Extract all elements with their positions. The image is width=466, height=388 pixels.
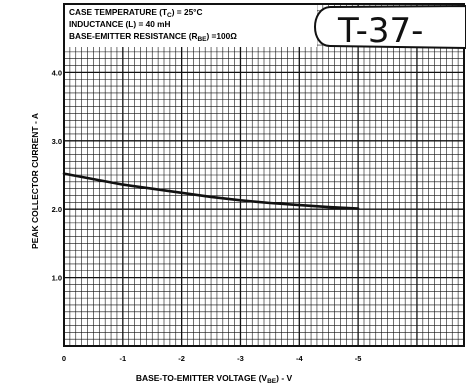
condition-text: BASE-EMITTER RESISTANCE (RBE) =100Ω (69, 31, 237, 43)
y-tick-label: 3.0 (52, 137, 62, 146)
plot-frame (63, 3, 465, 347)
y-axis-label: PEAK COLLECTOR CURRENT - A (30, 113, 40, 249)
condition-text: CASE TEMPERATURE (TC) = 25°C (69, 7, 203, 19)
x-tick-label: -2 (178, 354, 185, 363)
series-line (62, 172, 360, 210)
x-tick-labels: 0 -1 -2 -3 -4 -5 (62, 354, 362, 363)
x-tick-label: 0 (62, 354, 66, 363)
x-tick-label: -5 (355, 354, 362, 363)
grid (63, 3, 465, 347)
x-tick-label: -4 (296, 354, 303, 363)
x-tick-label: -3 (237, 354, 244, 363)
annotation-bubble (314, 4, 466, 50)
x-tick-label: -1 (119, 354, 126, 363)
annotation-text: T-37- (337, 11, 423, 51)
y-tick-label: 4.0 (52, 68, 62, 77)
y-tick-label: 2.0 (52, 205, 62, 214)
y-tick-label: 1.0 (52, 274, 62, 283)
y-tick-labels: 1.0 2.0 3.0 4.0 (52, 68, 62, 282)
series-layer (62, 172, 360, 210)
condition-text: INDUCTANCE (L) = 40 mH (69, 19, 171, 29)
conditions-box (65, 5, 317, 47)
x-axis-label: BASE-TO-EMITTER VOLTAGE (VBE) - V (136, 373, 293, 385)
